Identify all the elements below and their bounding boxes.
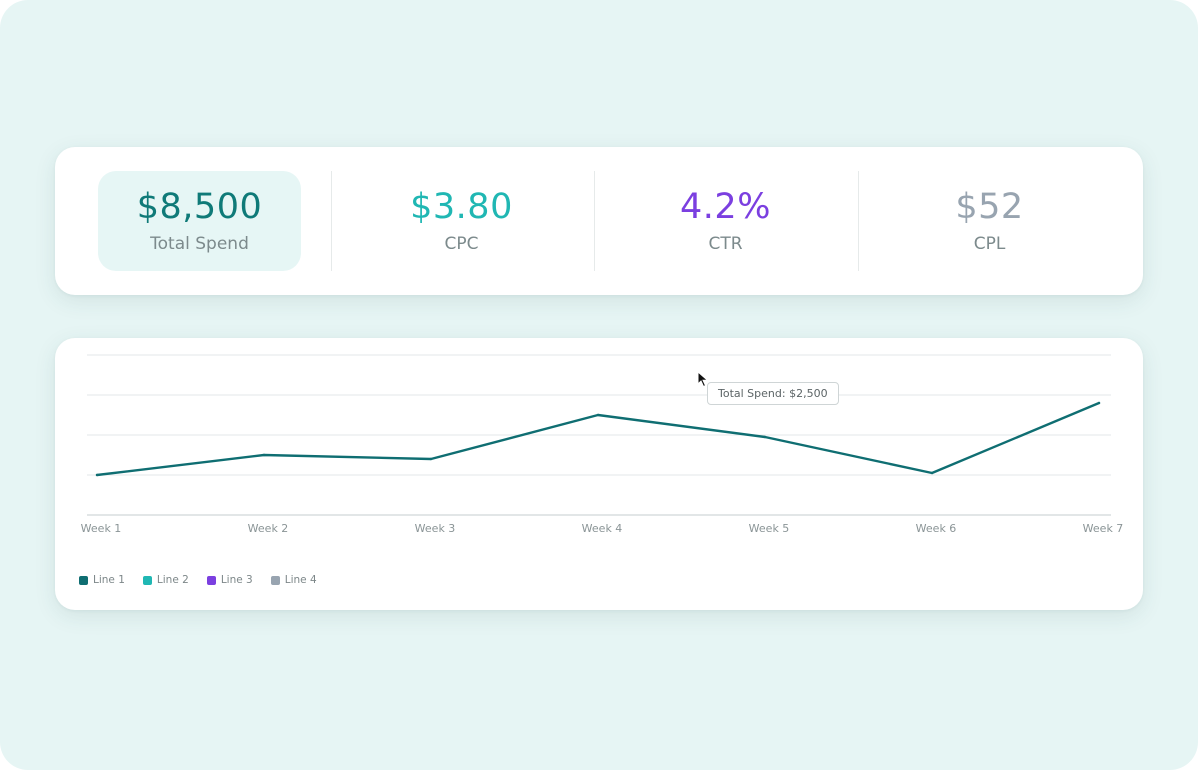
legend-label: Line 1 xyxy=(93,574,125,586)
mouse-cursor-icon xyxy=(697,370,709,392)
kpi-cpl[interactable]: $52 CPL xyxy=(888,171,1091,271)
data-point xyxy=(1097,401,1101,405)
legend-item-line-3[interactable]: Line 3 xyxy=(206,574,253,586)
legend-label: Line 4 xyxy=(284,574,317,586)
data-point xyxy=(596,413,600,417)
kpi-divider xyxy=(858,171,859,271)
kpi-total-spend[interactable]: $8,500 Total Spend xyxy=(98,171,301,271)
legend-label: Line 3 xyxy=(220,574,253,586)
x-tick-label: Week 3 xyxy=(415,522,456,535)
data-point xyxy=(95,473,99,477)
x-tick-label: Week 5 xyxy=(749,522,790,535)
legend-swatch xyxy=(79,575,88,585)
kpi-label: CPL xyxy=(973,234,1006,254)
chart-card: Week 1 Week 2 Week 3 Week 4 Week 5 Week 6 Week… xyxy=(55,338,1143,610)
kpi-value: $3.80 xyxy=(410,187,513,227)
legend-item-line-1[interactable]: Line 1 xyxy=(79,574,125,586)
x-tick-label: Week 7 xyxy=(1083,522,1124,535)
x-tick-label: Week 2 xyxy=(248,522,289,535)
kpi-divider xyxy=(331,171,332,271)
kpi-value: 4.2% xyxy=(680,187,771,227)
data-point xyxy=(763,435,767,439)
legend-swatch xyxy=(270,575,280,585)
series-line-1 xyxy=(95,401,1101,477)
x-tick-label: Week 1 xyxy=(81,522,122,535)
chart-tooltip: Total Spend: $2,500 xyxy=(707,382,839,405)
legend-swatch xyxy=(142,575,152,585)
legend-swatch xyxy=(206,575,216,585)
kpi-value: $8,500 xyxy=(136,187,263,227)
kpi-card: $8,500 Total Spend $3.80 CPC 4.2% CTR $5… xyxy=(55,147,1143,295)
kpi-cpc[interactable]: $3.80 CPC xyxy=(360,171,563,271)
data-point xyxy=(930,471,934,475)
legend-item-line-2[interactable]: Line 2 xyxy=(142,574,189,586)
kpi-divider xyxy=(594,171,595,271)
x-tick-label: Week 6 xyxy=(916,522,957,535)
legend-item-line-4[interactable]: Line 4 xyxy=(270,574,317,586)
x-tick-label: Week 4 xyxy=(582,522,623,535)
kpi-label: CTR xyxy=(708,234,743,254)
data-point xyxy=(429,457,433,461)
kpi-value: $52 xyxy=(955,187,1024,227)
line-chart[interactable]: Week 1 Week 2 Week 3 Week 4 Week 5 Week 6 Week… xyxy=(55,338,1143,610)
kpi-ctr[interactable]: 4.2% CTR xyxy=(624,171,827,271)
kpi-label: CPC xyxy=(444,234,479,254)
legend-label: Line 2 xyxy=(156,574,189,586)
data-point xyxy=(262,453,266,457)
kpi-label: Total Spend xyxy=(150,234,249,254)
chart-legend: Line 1 Line 2 Line 3 Line 4 xyxy=(79,574,317,586)
